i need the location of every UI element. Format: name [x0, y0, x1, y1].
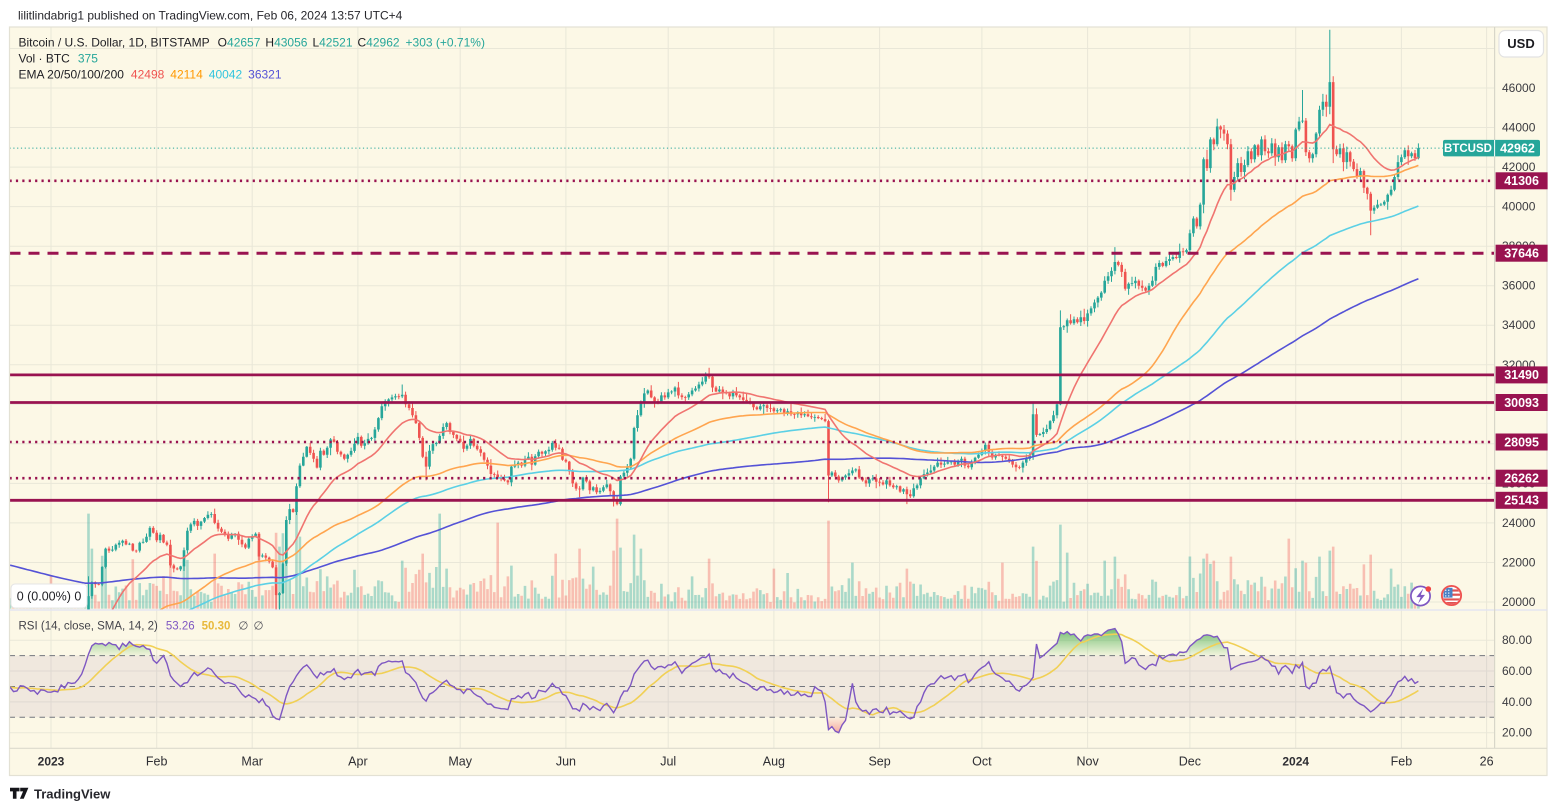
- svg-text:42962: 42962: [1500, 141, 1535, 155]
- svg-text:40.00: 40.00: [1502, 695, 1532, 709]
- svg-text:30093: 30093: [1504, 396, 1539, 410]
- svg-text:2023: 2023: [38, 755, 65, 769]
- svg-text:TradingView: TradingView: [34, 787, 111, 802]
- svg-text:60.00: 60.00: [1502, 664, 1532, 678]
- svg-text:2024: 2024: [1282, 755, 1309, 769]
- svg-text:Aug: Aug: [763, 755, 785, 769]
- svg-text:22000: 22000: [1502, 556, 1536, 570]
- svg-text:0 (0.00%) 0: 0 (0.00%) 0: [17, 590, 82, 604]
- svg-text:Bitcoin / U.S. Dollar, 1D, BIT: Bitcoin / U.S. Dollar, 1D, BITSTAMP O4265…: [19, 36, 485, 50]
- svg-text:42000: 42000: [1502, 160, 1536, 174]
- svg-text:Mar: Mar: [241, 755, 263, 769]
- svg-text:37646: 37646: [1504, 247, 1539, 261]
- svg-text:80.00: 80.00: [1502, 633, 1532, 647]
- svg-text:20000: 20000: [1502, 595, 1536, 609]
- svg-text:Feb: Feb: [146, 755, 168, 769]
- svg-text:36000: 36000: [1502, 279, 1536, 293]
- svg-text:44000: 44000: [1502, 121, 1536, 135]
- svg-text:Dec: Dec: [1179, 755, 1201, 769]
- svg-text:Oct: Oct: [972, 755, 992, 769]
- svg-text:Apr: Apr: [348, 755, 367, 769]
- svg-text:40000: 40000: [1502, 200, 1536, 214]
- svg-text:May: May: [448, 755, 472, 769]
- svg-text:20.00: 20.00: [1502, 726, 1532, 740]
- svg-text:26262: 26262: [1504, 472, 1539, 486]
- svg-text:26: 26: [1480, 755, 1494, 769]
- svg-text:31490: 31490: [1504, 368, 1539, 382]
- svg-text:RSI (14, close, SMA, 14, 2)53.: RSI (14, close, SMA, 14, 2) 53.26 50.30 ∅ ∅: [19, 621, 264, 633]
- svg-text:BTCUSD: BTCUSD: [1444, 143, 1492, 155]
- svg-text:Nov: Nov: [1076, 755, 1099, 769]
- svg-text:Jun: Jun: [556, 755, 576, 769]
- svg-text:lilitlindabrig1 published on T: lilitlindabrig1 published on TradingView…: [18, 9, 403, 23]
- svg-text:46000: 46000: [1502, 81, 1536, 95]
- svg-text:34000: 34000: [1502, 318, 1536, 332]
- svg-text:USD: USD: [1507, 36, 1534, 51]
- svg-text:24000: 24000: [1502, 516, 1536, 530]
- svg-text:Jul: Jul: [660, 755, 676, 769]
- svg-text:Feb: Feb: [1391, 755, 1413, 769]
- svg-text:25143: 25143: [1504, 494, 1539, 508]
- svg-text:Sep: Sep: [868, 755, 890, 769]
- svg-text:41306: 41306: [1504, 174, 1539, 188]
- svg-text:28095: 28095: [1504, 435, 1539, 449]
